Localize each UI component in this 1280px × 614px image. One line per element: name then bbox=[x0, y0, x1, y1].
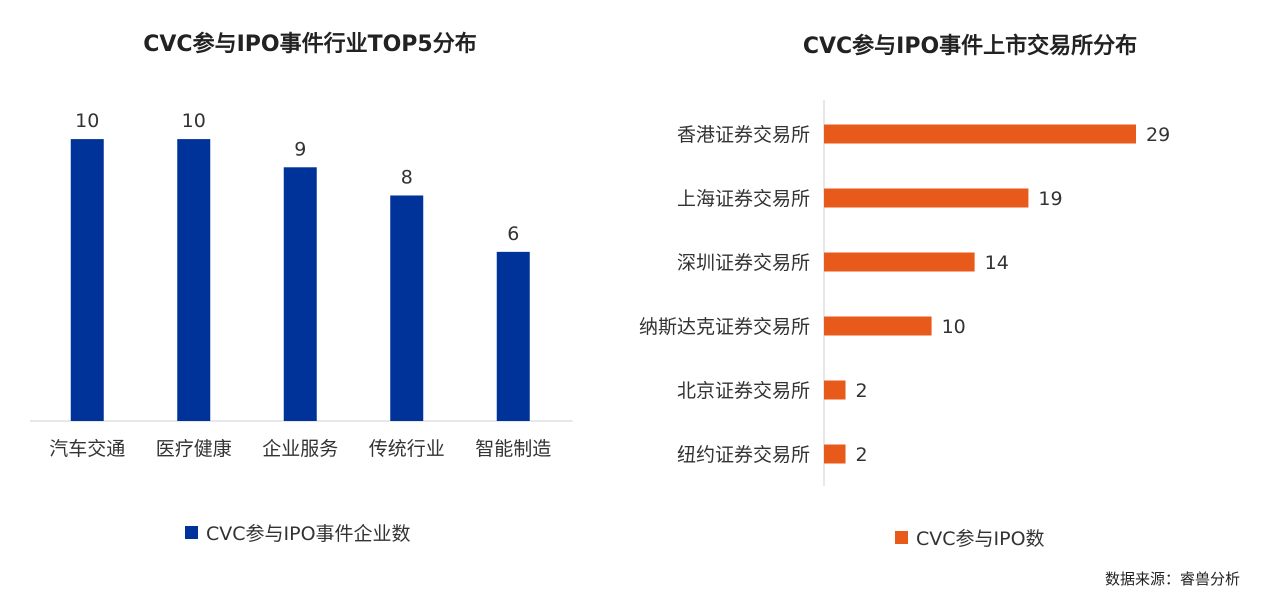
exchange-data-label: 2 bbox=[856, 444, 868, 466]
exchange-data-label: 14 bbox=[985, 252, 1009, 274]
exchange-bar bbox=[824, 252, 975, 272]
industry-legend-swatch bbox=[185, 526, 198, 539]
industry-chart-panel: CVC参与IPO事件行业TOP5分布 10 汽车交通 10 医疗健康 9 企业服务 8 传统行… bbox=[0, 0, 620, 614]
exchange-bar bbox=[824, 124, 1136, 144]
industry-category-label: 智能制造 bbox=[475, 438, 551, 460]
industry-category-label: 医疗健康 bbox=[156, 438, 232, 460]
industry-data-label: 8 bbox=[401, 166, 413, 188]
industry-data-label: 9 bbox=[294, 138, 306, 160]
exchange-legend: CVC参与IPO数 bbox=[895, 524, 1045, 551]
industry-bar bbox=[283, 167, 317, 421]
exchange-category-label: 纽约证券交易所 bbox=[677, 444, 810, 466]
industry-bar bbox=[70, 139, 104, 421]
exchange-bar-chart: 29 香港证券交易所 19 上海证券交易所 14 深圳证券交易所 10 纳斯达克证券交易所 2 北… bbox=[639, 100, 1170, 486]
exchange-data-label: 19 bbox=[1038, 188, 1062, 210]
industry-category-label: 汽车交通 bbox=[49, 438, 125, 460]
exchange-chart-panel: CVC参与IPO事件上市交易所分布 29 香港证券交易所 19 上海证券交易所 14 深圳… bbox=[620, 0, 1280, 614]
industry-legend-label: CVC参与IPO事件企业数 bbox=[206, 523, 411, 545]
exchange-data-label: 29 bbox=[1146, 124, 1170, 146]
exchange-bar bbox=[824, 316, 932, 336]
industry-bar bbox=[496, 251, 530, 421]
exchange-bar bbox=[824, 188, 1029, 208]
industry-data-label: 6 bbox=[507, 223, 519, 245]
exchange-legend-label: CVC参与IPO数 bbox=[916, 528, 1045, 550]
industry-category-label: 企业服务 bbox=[262, 438, 338, 460]
industry-bar bbox=[177, 139, 211, 421]
industry-chart-title: CVC参与IPO事件行业TOP5分布 bbox=[143, 32, 477, 57]
source-note: 数据来源：睿兽分析 bbox=[1104, 570, 1240, 588]
exchange-category-label: 深圳证券交易所 bbox=[677, 252, 810, 274]
industry-data-label: 10 bbox=[75, 110, 99, 132]
exchange-category-label: 北京证券交易所 bbox=[677, 380, 810, 402]
industry-data-label: 10 bbox=[182, 110, 206, 132]
exchange-bar bbox=[824, 444, 846, 464]
industry-bar bbox=[390, 195, 424, 421]
exchange-chart-title: CVC参与IPO事件上市交易所分布 bbox=[802, 34, 1138, 59]
exchange-category-label: 纳斯达克证券交易所 bbox=[639, 316, 810, 338]
exchange-bar bbox=[824, 380, 846, 400]
industry-bar-chart: 10 汽车交通 10 医疗健康 9 企业服务 8 传统行业 6 智能制造 bbox=[30, 110, 573, 460]
exchange-category-label: 香港证券交易所 bbox=[677, 124, 810, 146]
exchange-data-label: 10 bbox=[942, 316, 966, 338]
exchange-category-label: 上海证券交易所 bbox=[677, 188, 810, 210]
exchange-legend-swatch bbox=[895, 531, 908, 544]
industry-category-label: 传统行业 bbox=[369, 438, 445, 460]
industry-legend: CVC参与IPO事件企业数 bbox=[185, 519, 411, 546]
exchange-data-label: 2 bbox=[856, 380, 868, 402]
